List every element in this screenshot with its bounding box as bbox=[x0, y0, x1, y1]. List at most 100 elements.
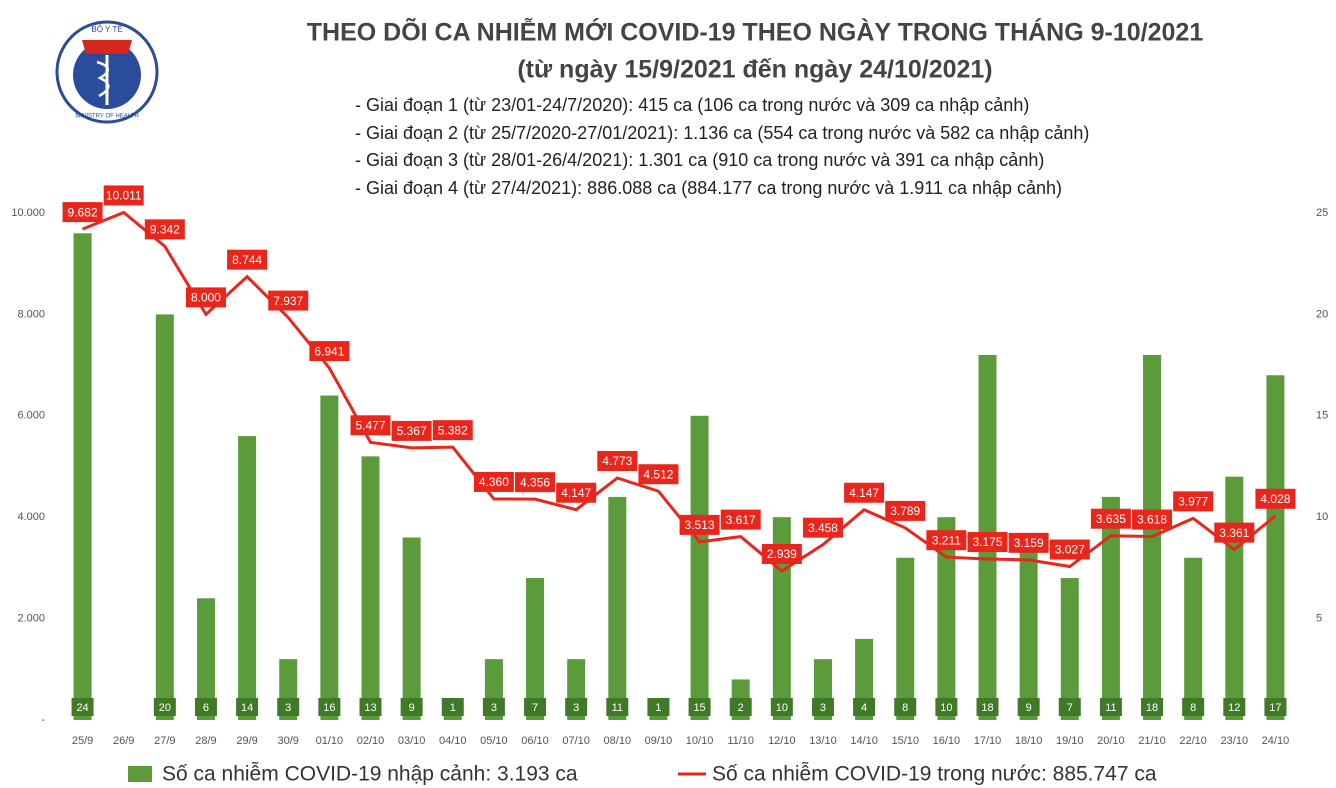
bar-label: 10 bbox=[940, 702, 952, 714]
bar-label-box bbox=[1017, 698, 1040, 716]
line-label: 3.458 bbox=[808, 521, 838, 535]
line-label: 3.977 bbox=[1178, 495, 1208, 509]
line-label: 4.360 bbox=[479, 475, 509, 489]
x-tick-label: 04/10 bbox=[439, 735, 467, 747]
x-tick-label: 07/10 bbox=[562, 735, 590, 747]
line-label-box bbox=[473, 471, 514, 492]
bar-label-box bbox=[194, 698, 217, 716]
note: - Giai đoạn 2 (từ 25/7/2020-27/01/2021):… bbox=[355, 123, 1089, 143]
x-tick-label: 20/10 bbox=[1097, 735, 1125, 747]
bar-label-box bbox=[935, 698, 958, 716]
note: - Giai đoạn 3 (từ 28/01-26/4/2021): 1.30… bbox=[355, 150, 1044, 170]
bar-label: 9 bbox=[1026, 702, 1032, 714]
x-tick-label: 12/10 bbox=[768, 735, 796, 747]
logo-snake bbox=[96, 60, 110, 98]
bar-label: 14 bbox=[241, 702, 253, 714]
line-label-box bbox=[185, 287, 226, 308]
bar bbox=[1225, 476, 1244, 720]
x-tick-label: 18/10 bbox=[1015, 735, 1043, 747]
bar-label: 15 bbox=[693, 702, 705, 714]
x-tick-label: 02/10 bbox=[357, 735, 385, 747]
y2-tick-label: 15 bbox=[1316, 410, 1328, 422]
line-label: 3.789 bbox=[890, 504, 920, 518]
bar-label-box bbox=[71, 698, 94, 716]
bar bbox=[1184, 557, 1203, 720]
bar-label-box bbox=[811, 698, 834, 716]
bar bbox=[1060, 578, 1079, 720]
line-label: 3.513 bbox=[685, 518, 715, 532]
x-tick-label: 09/10 bbox=[645, 735, 673, 747]
bar-label: 1 bbox=[450, 702, 456, 714]
x-tick-label: 21/10 bbox=[1138, 735, 1166, 747]
bar-label-box bbox=[606, 698, 629, 716]
bar-label: 4 bbox=[861, 702, 867, 714]
line-label: 5.382 bbox=[438, 423, 468, 437]
line-label-box bbox=[1049, 539, 1090, 560]
bar bbox=[1101, 496, 1120, 720]
bar-label: 10 bbox=[776, 702, 788, 714]
bar-label-box bbox=[976, 698, 999, 716]
x-tick-label: 16/10 bbox=[933, 735, 961, 747]
bar-label-box bbox=[524, 698, 547, 716]
bar-label: 6 bbox=[203, 702, 209, 714]
line-label-box bbox=[103, 185, 144, 206]
bar-label: 11 bbox=[1105, 702, 1116, 714]
bar-label: 7 bbox=[532, 702, 538, 714]
y-tick-label: 2.000 bbox=[17, 613, 45, 625]
line-label: 4.028 bbox=[1260, 492, 1290, 506]
x-tick-label: 26/9 bbox=[113, 735, 134, 747]
bar bbox=[896, 557, 915, 720]
line-label-box bbox=[720, 509, 761, 530]
bar-label-box bbox=[1223, 698, 1246, 716]
y-tick-label: 10.000 bbox=[11, 207, 45, 219]
line-label-box bbox=[967, 532, 1008, 553]
x-tick-label: 27/9 bbox=[154, 735, 175, 747]
line-label: 3.618 bbox=[1137, 513, 1167, 527]
line-label: 4.147 bbox=[849, 486, 879, 500]
y-tick-label: 4.000 bbox=[17, 511, 45, 523]
x-tick-label: 01/10 bbox=[316, 735, 344, 747]
x-tick-label: 22/10 bbox=[1179, 735, 1207, 747]
bar bbox=[937, 517, 956, 720]
line-label-box bbox=[761, 543, 802, 564]
bar bbox=[320, 395, 339, 720]
line-label-box bbox=[844, 482, 885, 503]
y-tick-label: 6.000 bbox=[17, 410, 45, 422]
bar-label-box bbox=[853, 698, 876, 716]
x-tick-label: 03/10 bbox=[398, 735, 426, 747]
bar-label-box bbox=[359, 698, 382, 716]
x-tick-label: 06/10 bbox=[521, 735, 549, 747]
bar-label-box bbox=[277, 698, 300, 716]
x-tick-label: 25/9 bbox=[72, 735, 93, 747]
bar-label-box bbox=[1099, 698, 1122, 716]
line-label-box bbox=[391, 420, 432, 441]
x-tick-label: 13/10 bbox=[809, 735, 837, 747]
bar-label: 7 bbox=[1067, 702, 1073, 714]
bar-label: 16 bbox=[323, 702, 335, 714]
x-tick-label: 15/10 bbox=[891, 735, 919, 747]
line-label: 9.682 bbox=[68, 205, 98, 219]
line-label: 10.011 bbox=[106, 189, 142, 203]
line-label-box bbox=[1132, 509, 1173, 530]
line-label: 3.211 bbox=[932, 533, 961, 547]
bar-label: 12 bbox=[1228, 702, 1240, 714]
x-tick-label: 17/10 bbox=[974, 735, 1002, 747]
bar bbox=[73, 233, 92, 720]
line-label: 9.342 bbox=[150, 223, 180, 237]
line-label: 3.175 bbox=[972, 535, 1002, 549]
line-label: 3.159 bbox=[1014, 536, 1044, 550]
line-label: 3.027 bbox=[1055, 543, 1085, 557]
bar-label: 24 bbox=[76, 702, 88, 714]
bar-label-box bbox=[894, 698, 917, 716]
line-label-box bbox=[802, 517, 843, 538]
bar-label-box bbox=[729, 698, 752, 716]
bar bbox=[402, 537, 421, 720]
line-label-box bbox=[144, 219, 185, 240]
x-tick-label: 08/10 bbox=[604, 735, 632, 747]
line-label: 8.744 bbox=[232, 253, 262, 267]
bar-label-box bbox=[400, 698, 423, 716]
y2-tick-label: 10 bbox=[1316, 511, 1328, 523]
line-label: 8.000 bbox=[191, 291, 221, 305]
bar-label: 18 bbox=[981, 702, 993, 714]
bar-label-box bbox=[1182, 698, 1205, 716]
